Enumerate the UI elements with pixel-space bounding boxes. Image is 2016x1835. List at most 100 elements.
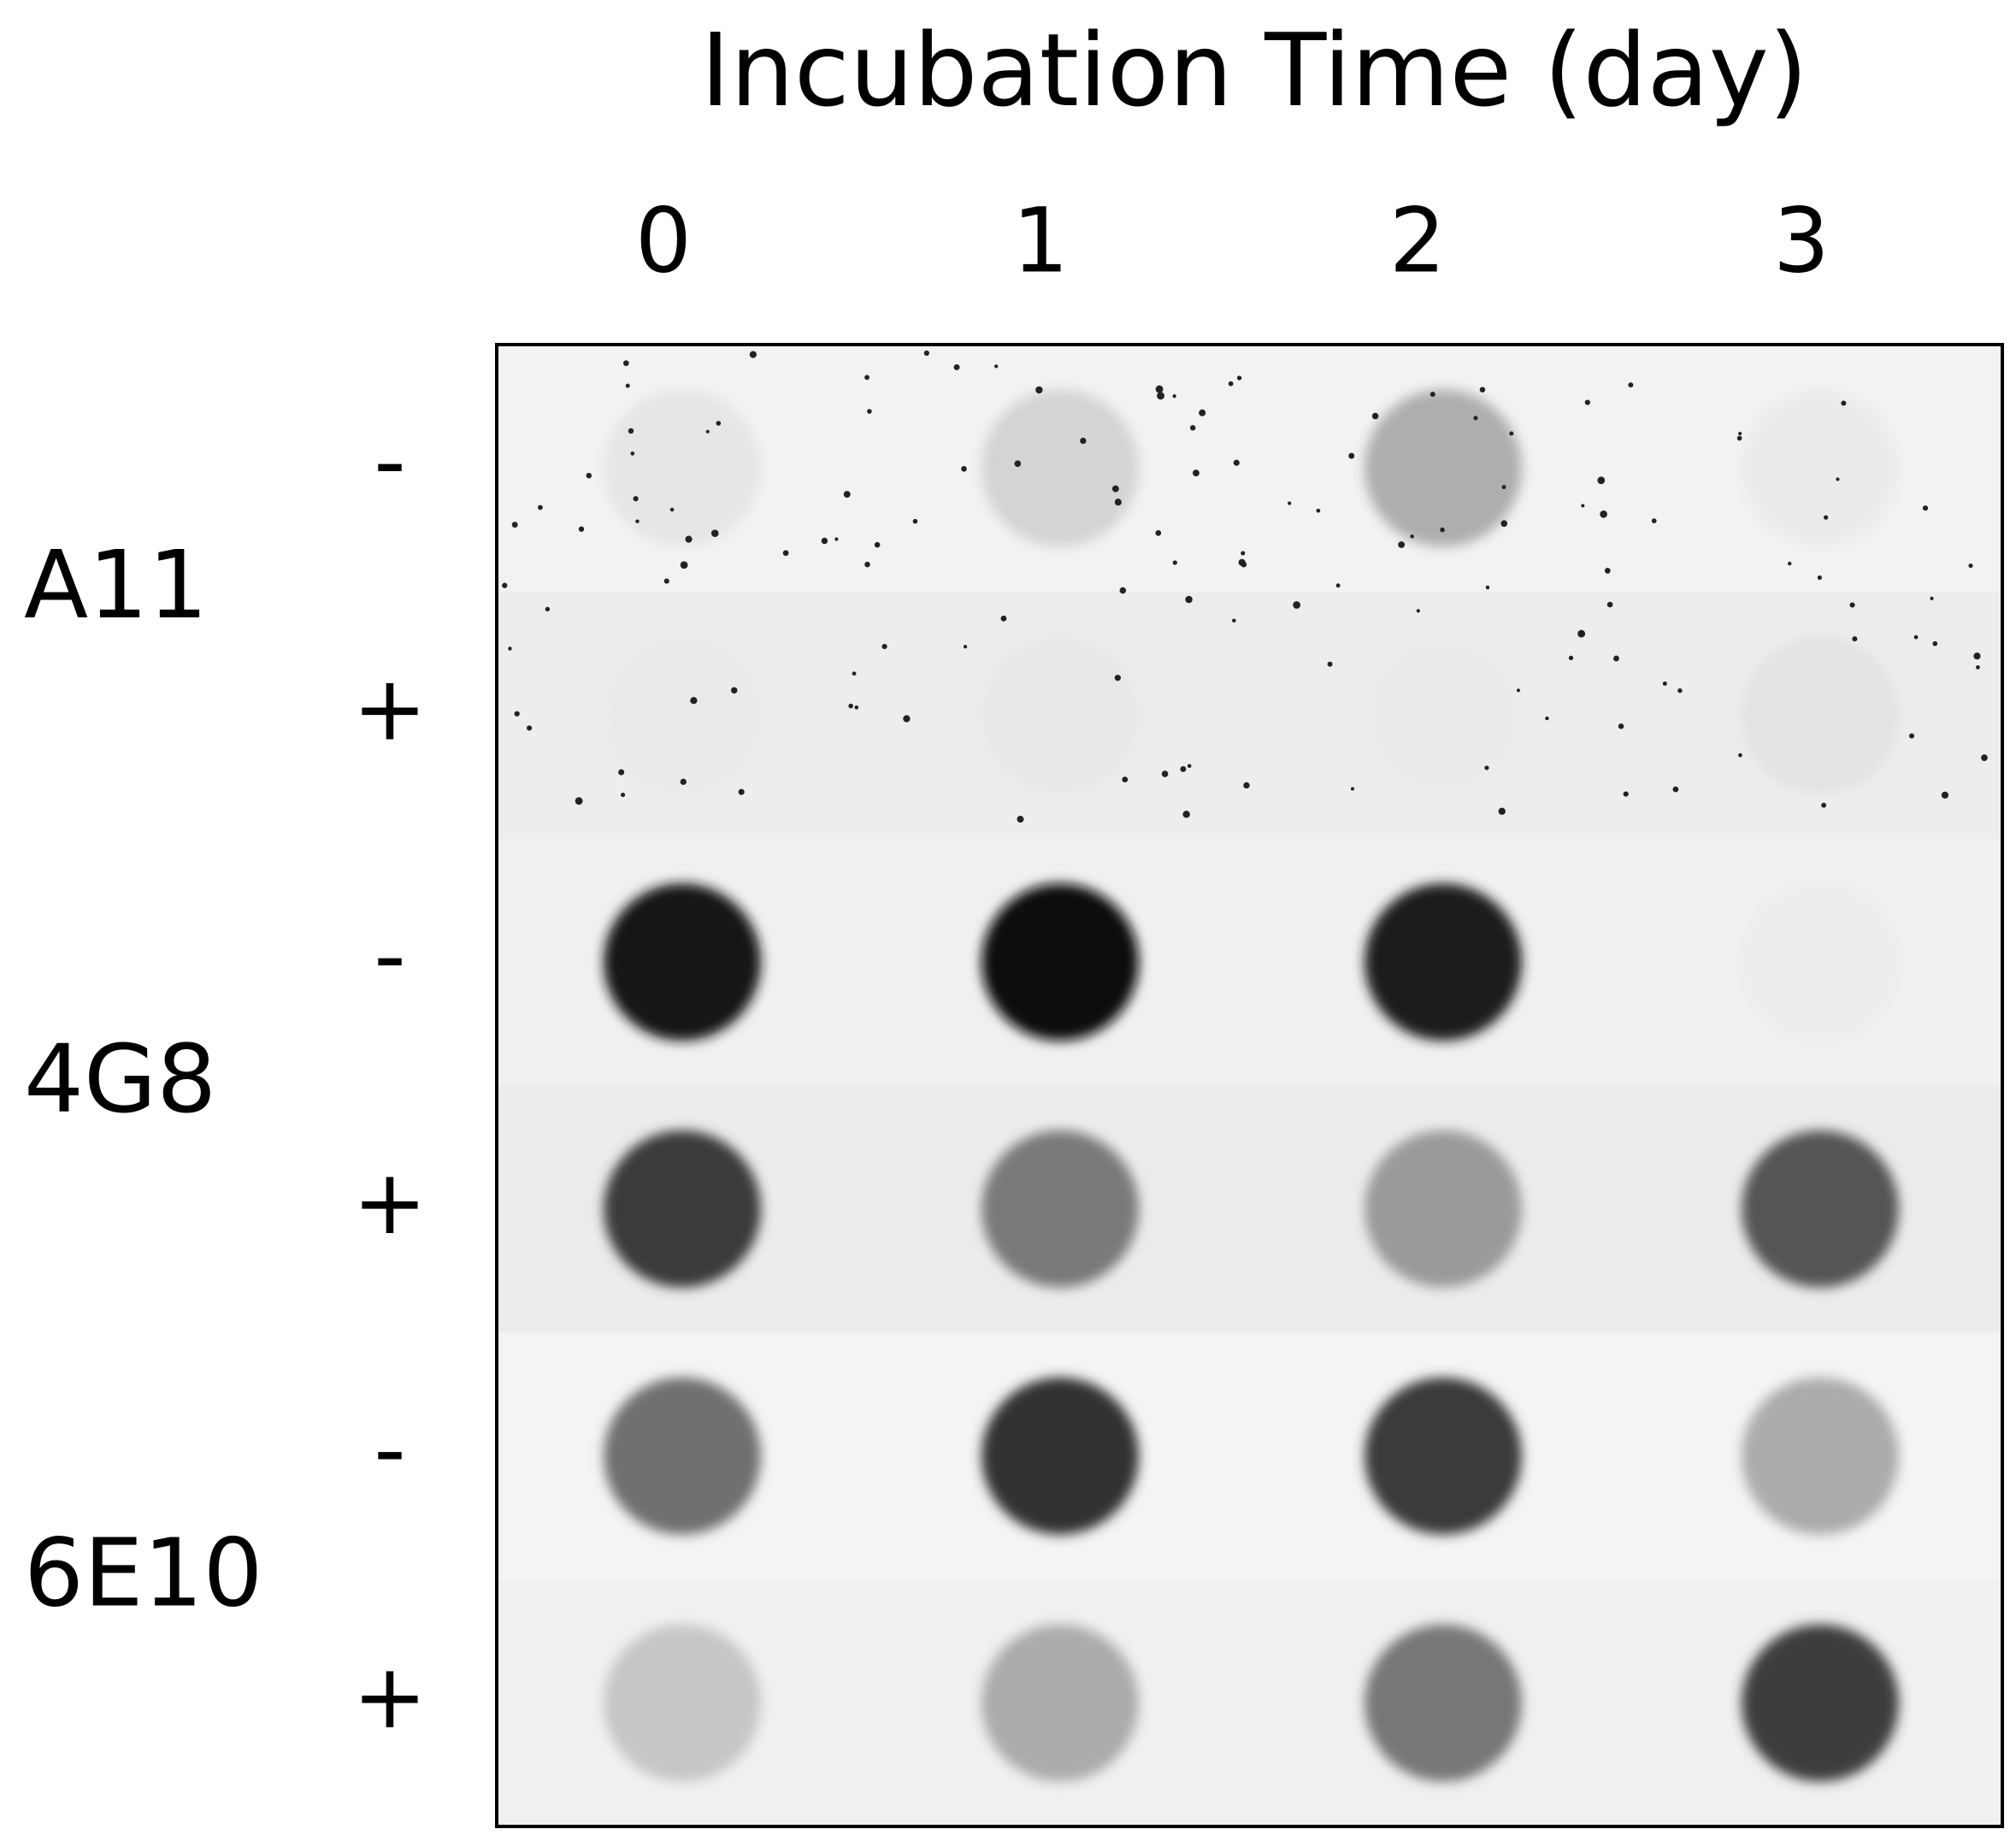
- speck: [1199, 409, 1206, 416]
- treatment-label: +: [352, 657, 427, 761]
- speck: [1545, 716, 1549, 721]
- speck: [1316, 508, 1321, 513]
- speck: [1335, 583, 1341, 588]
- speck: [514, 711, 520, 717]
- speck: [1429, 392, 1435, 398]
- speck: [923, 350, 929, 357]
- dot: [604, 1377, 761, 1535]
- speck: [680, 561, 688, 569]
- speck: [1293, 601, 1301, 609]
- column-label: 0: [635, 188, 692, 292]
- speck: [625, 383, 630, 388]
- dot: [604, 883, 761, 1041]
- speck: [1119, 587, 1127, 594]
- treatment-label: -: [374, 410, 406, 514]
- speck: [545, 606, 551, 612]
- speck: [1606, 601, 1613, 608]
- speck: [1824, 515, 1829, 520]
- speck: [1498, 807, 1506, 816]
- speck: [1501, 485, 1506, 490]
- speck: [1416, 609, 1420, 613]
- speck: [1114, 675, 1121, 681]
- treatment-label: +: [352, 1644, 427, 1749]
- speck: [527, 725, 533, 731]
- speck: [1161, 770, 1169, 777]
- speck: [1738, 431, 1742, 436]
- speck: [1288, 501, 1292, 505]
- dot: [1365, 636, 1522, 794]
- speck: [867, 409, 872, 414]
- speck: [1568, 655, 1574, 661]
- column-label: 2: [1389, 188, 1446, 292]
- speck: [1976, 665, 1980, 670]
- dot: [1742, 1624, 1899, 1782]
- speck: [912, 518, 918, 524]
- speck: [1192, 469, 1200, 477]
- speck: [848, 703, 853, 709]
- dot: [981, 1377, 1139, 1535]
- speck: [635, 519, 640, 523]
- dot: [981, 883, 1139, 1041]
- speck: [852, 671, 857, 676]
- antibody-label: 6E10: [24, 1518, 262, 1627]
- speck: [1228, 381, 1234, 386]
- speck: [511, 522, 518, 528]
- column-label: 3: [1773, 188, 1830, 292]
- speck: [1111, 485, 1119, 493]
- speck: [685, 535, 693, 543]
- speck: [1155, 385, 1164, 393]
- speck: [1738, 752, 1742, 758]
- speck: [630, 451, 635, 456]
- dot: [981, 1130, 1139, 1288]
- speck: [1122, 776, 1129, 783]
- speck: [1672, 786, 1679, 793]
- speck: [1787, 561, 1792, 566]
- speck: [1852, 636, 1858, 642]
- speck: [1014, 460, 1022, 468]
- speck: [1236, 375, 1242, 381]
- speck: [1017, 816, 1024, 823]
- speck: [1584, 399, 1590, 405]
- speck: [705, 429, 710, 434]
- speck: [1516, 688, 1521, 693]
- speck: [834, 537, 839, 541]
- speck: [994, 364, 999, 369]
- speck: [710, 529, 719, 537]
- speck: [1836, 477, 1840, 481]
- speck: [738, 788, 745, 795]
- speck: [1613, 655, 1619, 662]
- speck: [1817, 575, 1822, 581]
- speck: [1981, 754, 1988, 761]
- speck: [1172, 394, 1176, 398]
- dot: [1742, 1377, 1899, 1535]
- speck: [1968, 563, 1973, 569]
- dot: [981, 389, 1139, 547]
- speck: [1172, 560, 1177, 565]
- speck: [716, 421, 722, 426]
- speck: [618, 769, 625, 776]
- speck: [1941, 791, 1949, 799]
- treatment-label: +: [352, 1150, 427, 1254]
- speck: [1080, 437, 1087, 445]
- speck: [1243, 782, 1250, 789]
- speck: [1618, 723, 1624, 729]
- speck: [1922, 505, 1929, 511]
- speck: [1232, 618, 1236, 623]
- speck: [1241, 561, 1247, 568]
- column-label: 1: [1012, 188, 1069, 292]
- speck: [578, 526, 585, 532]
- speck: [1185, 595, 1193, 604]
- speck: [961, 466, 967, 472]
- speck: [1651, 518, 1657, 524]
- speck: [963, 645, 968, 649]
- speck: [575, 797, 583, 805]
- speck: [622, 360, 629, 367]
- dot: [604, 1624, 761, 1782]
- speck: [903, 715, 911, 723]
- speck: [1932, 640, 1938, 646]
- speck: [821, 537, 828, 545]
- speck: [663, 578, 669, 584]
- speck: [508, 646, 512, 651]
- speck: [1473, 416, 1478, 421]
- speck: [864, 561, 870, 568]
